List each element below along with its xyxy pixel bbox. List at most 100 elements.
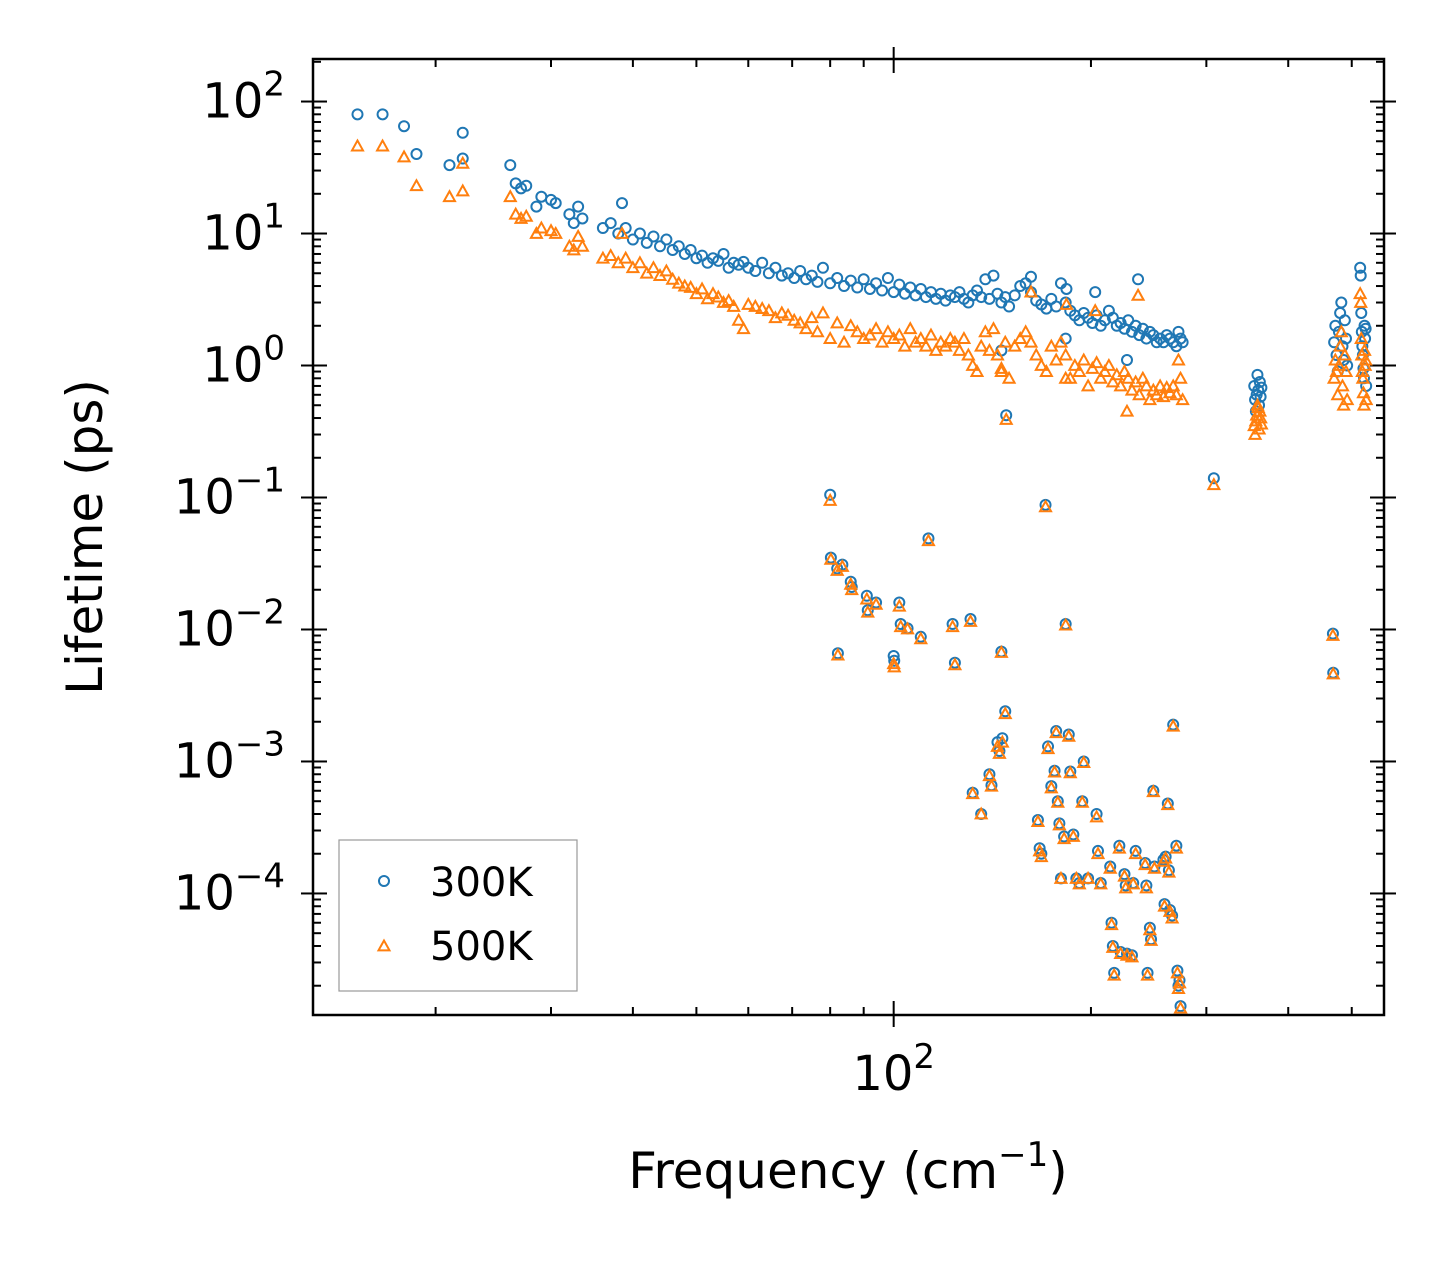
point-300k (1132, 273, 1145, 286)
point-500k (973, 338, 989, 352)
point-300k (1355, 306, 1368, 319)
point-500k (442, 189, 457, 203)
point-300k (844, 274, 857, 287)
point-500k (665, 271, 680, 285)
point-500k (1080, 870, 1096, 884)
y-tick-label: 10−4 (174, 856, 285, 921)
point-500k (830, 647, 846, 661)
point-500k (969, 363, 985, 377)
point-500k (671, 275, 686, 289)
point-300k (1255, 381, 1268, 394)
point-300k (775, 269, 788, 282)
point-500k (1147, 860, 1162, 874)
point-500k (705, 286, 721, 300)
point-300k (887, 286, 900, 299)
point-500k (965, 786, 980, 800)
y-tick-label: 100 (202, 329, 285, 394)
point-500k (1358, 352, 1373, 366)
point-300k (1207, 472, 1220, 485)
point-500k (823, 551, 839, 565)
point-500k (575, 238, 590, 252)
point-300k (1133, 329, 1146, 342)
point-500k (1332, 338, 1348, 352)
point-500k (1101, 357, 1117, 371)
point-500k (928, 342, 944, 356)
point-500k (1171, 352, 1186, 366)
point-500k (711, 289, 726, 303)
point-300k (633, 227, 646, 240)
point-500k (836, 334, 852, 348)
point-500k (918, 338, 934, 352)
point-500k (1093, 876, 1108, 890)
point-300k (893, 596, 906, 609)
point-500k (903, 321, 918, 335)
point-300k (572, 200, 585, 213)
point-500k (1063, 765, 1078, 779)
point-300k (987, 269, 1000, 282)
point-300k (1140, 332, 1153, 345)
point-300k (672, 240, 685, 253)
point-500k (1105, 939, 1121, 953)
point-500k (1117, 868, 1132, 882)
point-300k (504, 159, 517, 172)
point-500k (1326, 666, 1341, 680)
point-500k (1128, 846, 1143, 860)
point-300k (756, 256, 769, 269)
point-500k (1080, 378, 1096, 392)
point-300k (1252, 384, 1265, 397)
point-500k (570, 228, 586, 242)
point-300k (666, 244, 679, 257)
point-500k (1165, 718, 1181, 732)
point-300k (742, 261, 755, 274)
legend-label-300k: 300K (430, 860, 534, 906)
point-300k (769, 261, 782, 274)
point-500k (375, 138, 390, 152)
point-300k (654, 240, 667, 253)
point-500k (1157, 898, 1172, 912)
point-500k (923, 327, 939, 341)
point-300k (1150, 336, 1163, 349)
point-500k (1325, 627, 1341, 641)
point-300k (788, 272, 801, 285)
point-500k (850, 324, 865, 338)
point-500k (1335, 378, 1350, 392)
point-500k (829, 315, 845, 329)
point-500k (1139, 880, 1154, 894)
point-500k (1354, 331, 1369, 344)
point-500k (1007, 338, 1022, 352)
point-500k (1030, 814, 1046, 828)
legend: 300K 500K (338, 839, 578, 992)
point-500k (1169, 387, 1184, 401)
point-300k (456, 152, 469, 165)
point-500k (1355, 363, 1370, 377)
point-500k (810, 324, 825, 338)
point-500k (990, 347, 1005, 361)
point-500k (694, 281, 710, 295)
point-500k (843, 318, 858, 332)
point-500k (815, 305, 831, 319)
point-500k (1338, 363, 1354, 377)
point-500k (986, 321, 1001, 335)
point-500k (860, 604, 875, 618)
point-300k (1003, 300, 1016, 313)
legend-marker-300k (378, 875, 390, 887)
point-500k (1113, 946, 1128, 960)
point-500k (1330, 387, 1345, 401)
point-300k (811, 275, 824, 288)
point-300k (749, 265, 762, 278)
point-500k (1334, 324, 1349, 338)
point-500k (1103, 860, 1118, 874)
point-500k (683, 279, 698, 293)
point-500k (1023, 284, 1039, 298)
point-500k (508, 206, 523, 220)
point-500k (1161, 864, 1177, 878)
point-300k (1089, 286, 1102, 299)
point-500k (1058, 347, 1073, 361)
point-500k (548, 225, 563, 239)
point-500k (1050, 794, 1065, 808)
point-500k (961, 347, 976, 361)
y-tick-label: 10−2 (174, 592, 285, 657)
point-500k (1358, 392, 1374, 406)
point-500k (1089, 355, 1104, 369)
point-500k (886, 331, 901, 344)
